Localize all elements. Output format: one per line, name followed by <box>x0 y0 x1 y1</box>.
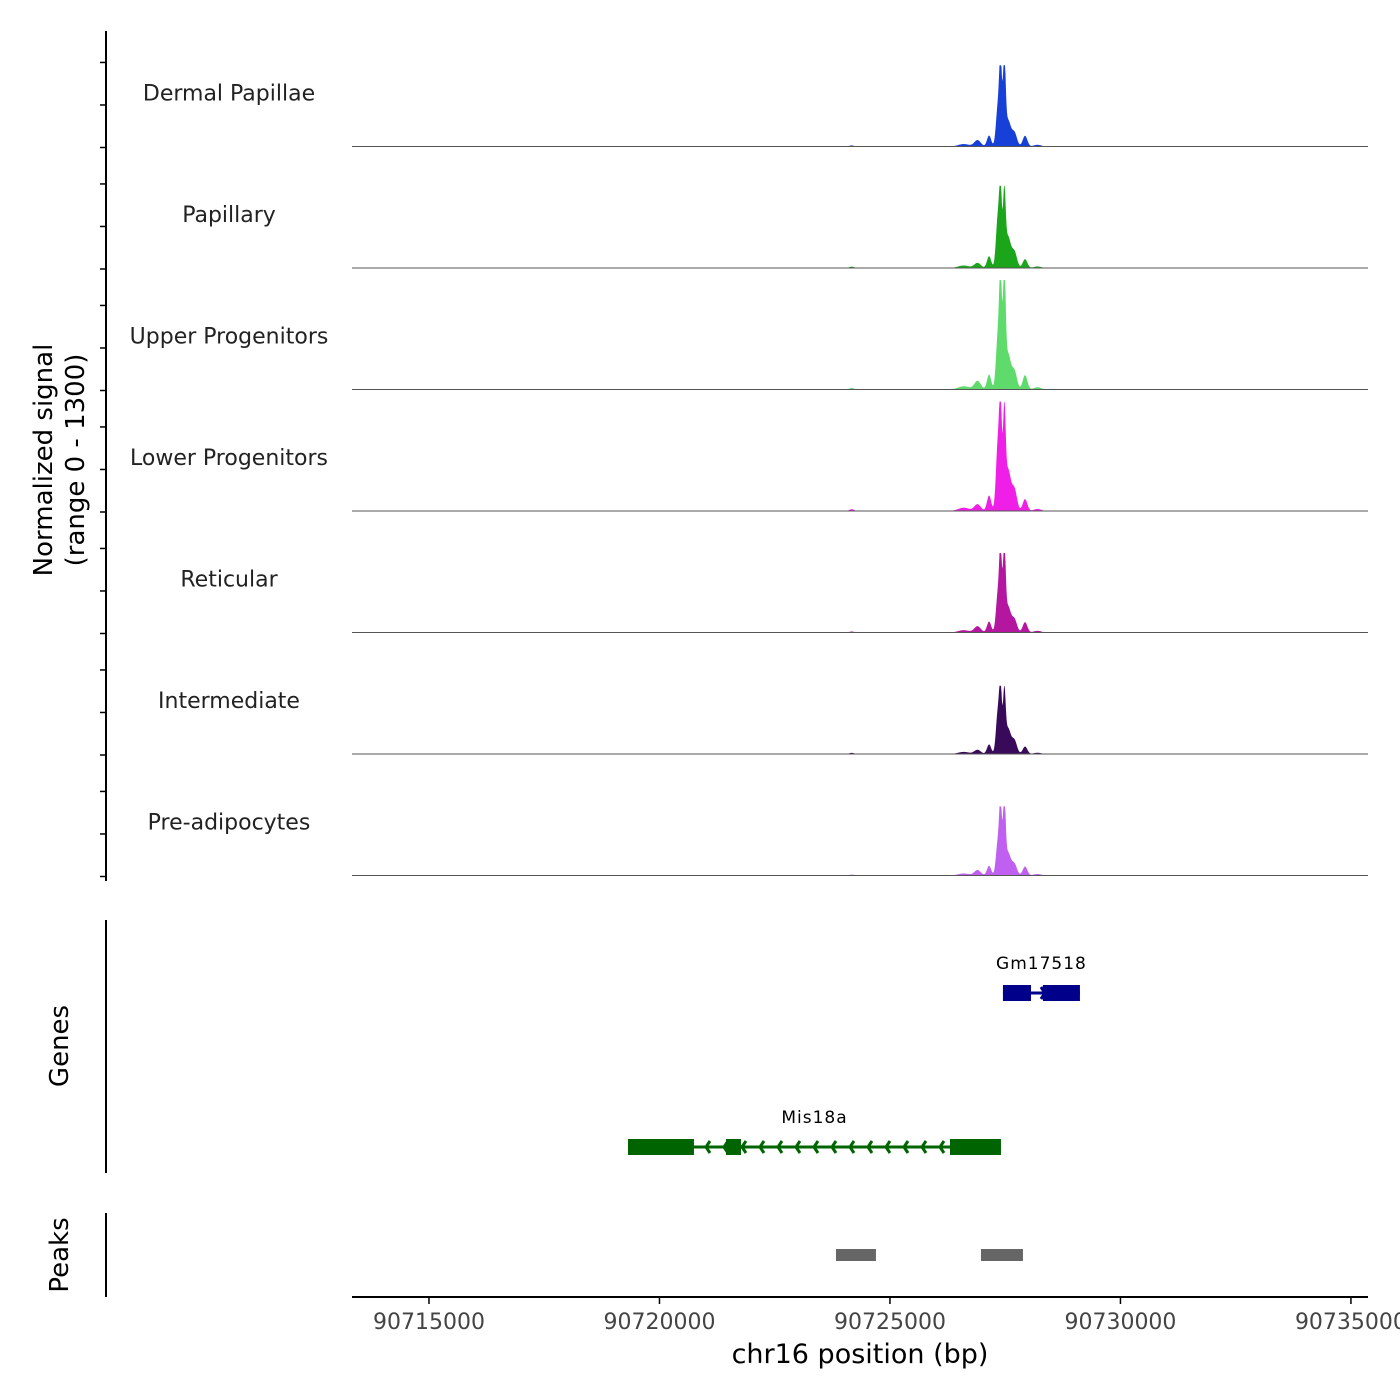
x-tick-label: 90730000 <box>1064 1310 1176 1335</box>
genes-panel-label: Genes <box>45 1005 75 1087</box>
coverage-area-papillary <box>352 185 1368 268</box>
gene-exon <box>627 1139 694 1155</box>
gene-exon <box>725 1139 741 1155</box>
peak-region <box>980 1249 1023 1261</box>
strand-arrow-icon <box>758 1140 766 1154</box>
strand-arrow-icon <box>830 1140 838 1154</box>
strand-arrow-icon <box>794 1140 802 1154</box>
peak-region <box>835 1249 876 1261</box>
coverage-area-lower-progenitors <box>352 401 1368 511</box>
y-axis-label-range: (range 0 - 1300) <box>61 354 91 567</box>
x-tick-label: 90735000 <box>1295 1310 1400 1335</box>
track-label: Dermal Papillae <box>143 82 315 107</box>
coverage-area-reticular <box>352 553 1368 633</box>
coverage-area-pre-adipocytes <box>352 806 1368 876</box>
strand-arrow-icon <box>704 1140 712 1154</box>
strand-arrow-icon <box>848 1140 856 1154</box>
strand-arrow-icon <box>938 1140 946 1154</box>
strand-arrow-icon <box>776 1140 784 1154</box>
strand-arrow-icon <box>812 1140 820 1154</box>
strand-arrow-icon <box>902 1140 910 1154</box>
x-tick-label: 90725000 <box>834 1310 946 1335</box>
strand-arrow-icon <box>740 1140 748 1154</box>
coverage-area-intermediate <box>352 685 1368 754</box>
peaks-panel-label: Peaks <box>45 1217 75 1292</box>
gene-exon <box>1002 985 1031 1001</box>
gene-exon <box>949 1139 1001 1155</box>
track-label: Reticular <box>180 568 278 593</box>
coverage-area-dermal-papillae <box>352 65 1368 147</box>
y-axis-label: Normalized signal <box>29 344 59 577</box>
coverage-area-upper-progenitors <box>352 280 1368 390</box>
track-label: Pre-adipocytes <box>148 811 311 836</box>
track-label: Intermediate <box>158 689 300 714</box>
gene-label: Gm17518 <box>996 954 1087 974</box>
strand-arrow-icon <box>920 1140 928 1154</box>
x-tick-label: 90720000 <box>603 1310 715 1335</box>
strand-arrow-icon <box>884 1140 892 1154</box>
track-label: Papillary <box>182 203 276 228</box>
gene-label: Mis18a <box>781 1108 847 1128</box>
track-label: Upper Progenitors <box>130 325 329 350</box>
track-label: Lower Progenitors <box>130 446 328 471</box>
gene-exon <box>1042 985 1080 1001</box>
x-axis-label: chr16 position (bp) <box>732 1339 989 1370</box>
x-tick-label: 90715000 <box>373 1310 485 1335</box>
strand-arrow-icon <box>866 1140 874 1154</box>
